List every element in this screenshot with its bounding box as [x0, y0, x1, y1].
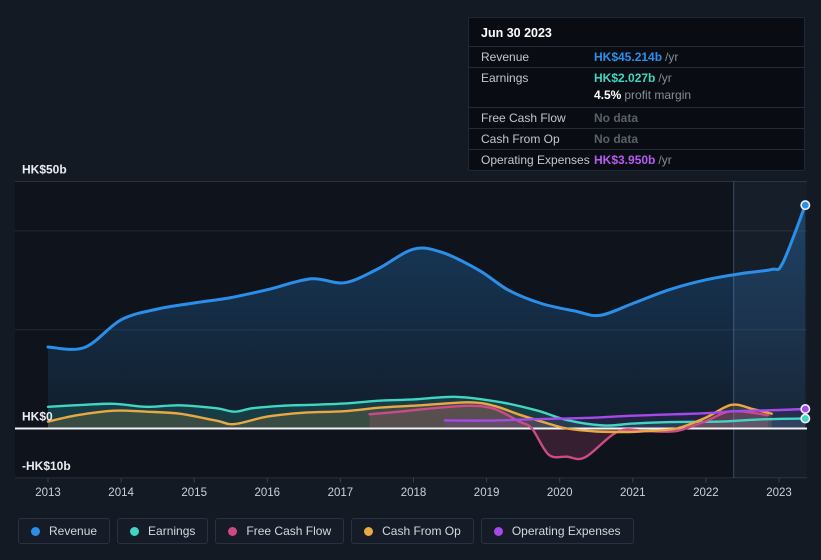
chart-tooltip: Jun 30 2023 Revenue HK$45.214b/yr Earnin…	[468, 17, 805, 171]
revenue-dot-icon	[31, 526, 40, 536]
legend-label: Earnings	[148, 524, 196, 538]
revenue-line	[46, 203, 807, 351]
tooltip-value: HK$2.027b	[594, 71, 656, 85]
cash-from-op-dot-icon	[364, 526, 374, 536]
free-cash-flow-line	[368, 404, 770, 461]
revenue-end-marker	[800, 200, 811, 211]
tooltip-value: HK$3.950b	[594, 153, 656, 167]
legend-label: Revenue	[49, 524, 98, 538]
operating-expenses-line	[443, 407, 807, 422]
hover-highlight-band	[733, 181, 807, 478]
tooltip-profit-margin: 4.5% profit margin	[469, 88, 804, 107]
revenue-area	[48, 205, 806, 429]
tooltip-label: Revenue	[481, 50, 530, 64]
x-axis-label: 2016	[255, 487, 281, 499]
x-axis-label: 2018	[401, 487, 427, 499]
legend-label: Operating Expenses	[511, 524, 621, 538]
tooltip-value-suffix: /yr	[658, 153, 672, 167]
x-axis-label: 2017	[328, 487, 354, 499]
tooltip-label: Operating Expenses	[481, 153, 590, 167]
legend-item-revenue[interactable]: Revenue	[18, 518, 111, 544]
x-axis-label: 2021	[620, 487, 646, 499]
legend-item-free-cash-flow[interactable]: Free Cash Flow	[215, 518, 345, 544]
cash-from-op-line	[46, 401, 773, 434]
tooltip-row-operating-expenses: Operating Expenses HK$3.950b/yr	[469, 149, 804, 170]
x-axis-label: 2023	[766, 487, 792, 499]
tooltip-value: No data	[594, 132, 639, 146]
operating-expenses-dot-icon	[493, 526, 503, 536]
tooltip-label: Earnings	[481, 71, 529, 85]
earnings-dot-icon	[130, 526, 140, 536]
tooltip-value-suffix: /yr	[658, 71, 672, 85]
tooltip-value: HK$45.214b	[594, 50, 663, 64]
profit-margin-text: profit margin	[624, 88, 692, 102]
x-axis-label: 2022	[693, 487, 719, 499]
earnings-end-marker	[800, 413, 811, 424]
tooltip-label: Cash From Op	[481, 132, 560, 146]
tooltip-value: No data	[594, 111, 639, 125]
x-axis-label: 2014	[108, 487, 134, 499]
tooltip-row-earnings: Earnings HK$2.027b/yr	[469, 67, 804, 88]
legend-label: Cash From Op	[382, 524, 461, 538]
y-axis-label: -HK$10b	[22, 459, 71, 473]
y-axis-label: HK$0	[22, 410, 53, 424]
x-axis-label: 2020	[547, 487, 573, 499]
operating-expenses-end-marker	[800, 403, 811, 414]
tooltip-value-suffix: /yr	[665, 50, 679, 64]
y-axis-label: HK$50b	[22, 163, 67, 177]
tooltip-label: Free Cash Flow	[481, 111, 566, 125]
chart-legend: Revenue Earnings Free Cash Flow Cash Fro…	[18, 518, 634, 544]
tooltip-row-cash-from-op: Cash From Op No data	[469, 128, 804, 149]
earnings-area	[48, 396, 806, 429]
x-axis-label: 2013	[35, 487, 61, 499]
legend-label: Free Cash Flow	[246, 524, 332, 538]
legend-item-cash-from-op[interactable]: Cash From Op	[351, 518, 474, 544]
x-axis-label: 2015	[181, 487, 207, 499]
tooltip-row-revenue: Revenue HK$45.214b/yr	[469, 46, 804, 67]
tooltip-date: Jun 30 2023	[481, 26, 552, 40]
profit-margin-value: 4.5%	[594, 88, 622, 102]
x-axis-label: 2019	[474, 487, 500, 499]
tooltip-row-free-cash-flow: Free Cash Flow No data	[469, 107, 804, 128]
legend-item-operating-expenses[interactable]: Operating Expenses	[480, 518, 634, 544]
legend-item-earnings[interactable]: Earnings	[117, 518, 209, 544]
earnings-line	[46, 395, 807, 427]
free-cash-flow-dot-icon	[228, 526, 238, 536]
free-cash-flow-area	[369, 405, 768, 460]
